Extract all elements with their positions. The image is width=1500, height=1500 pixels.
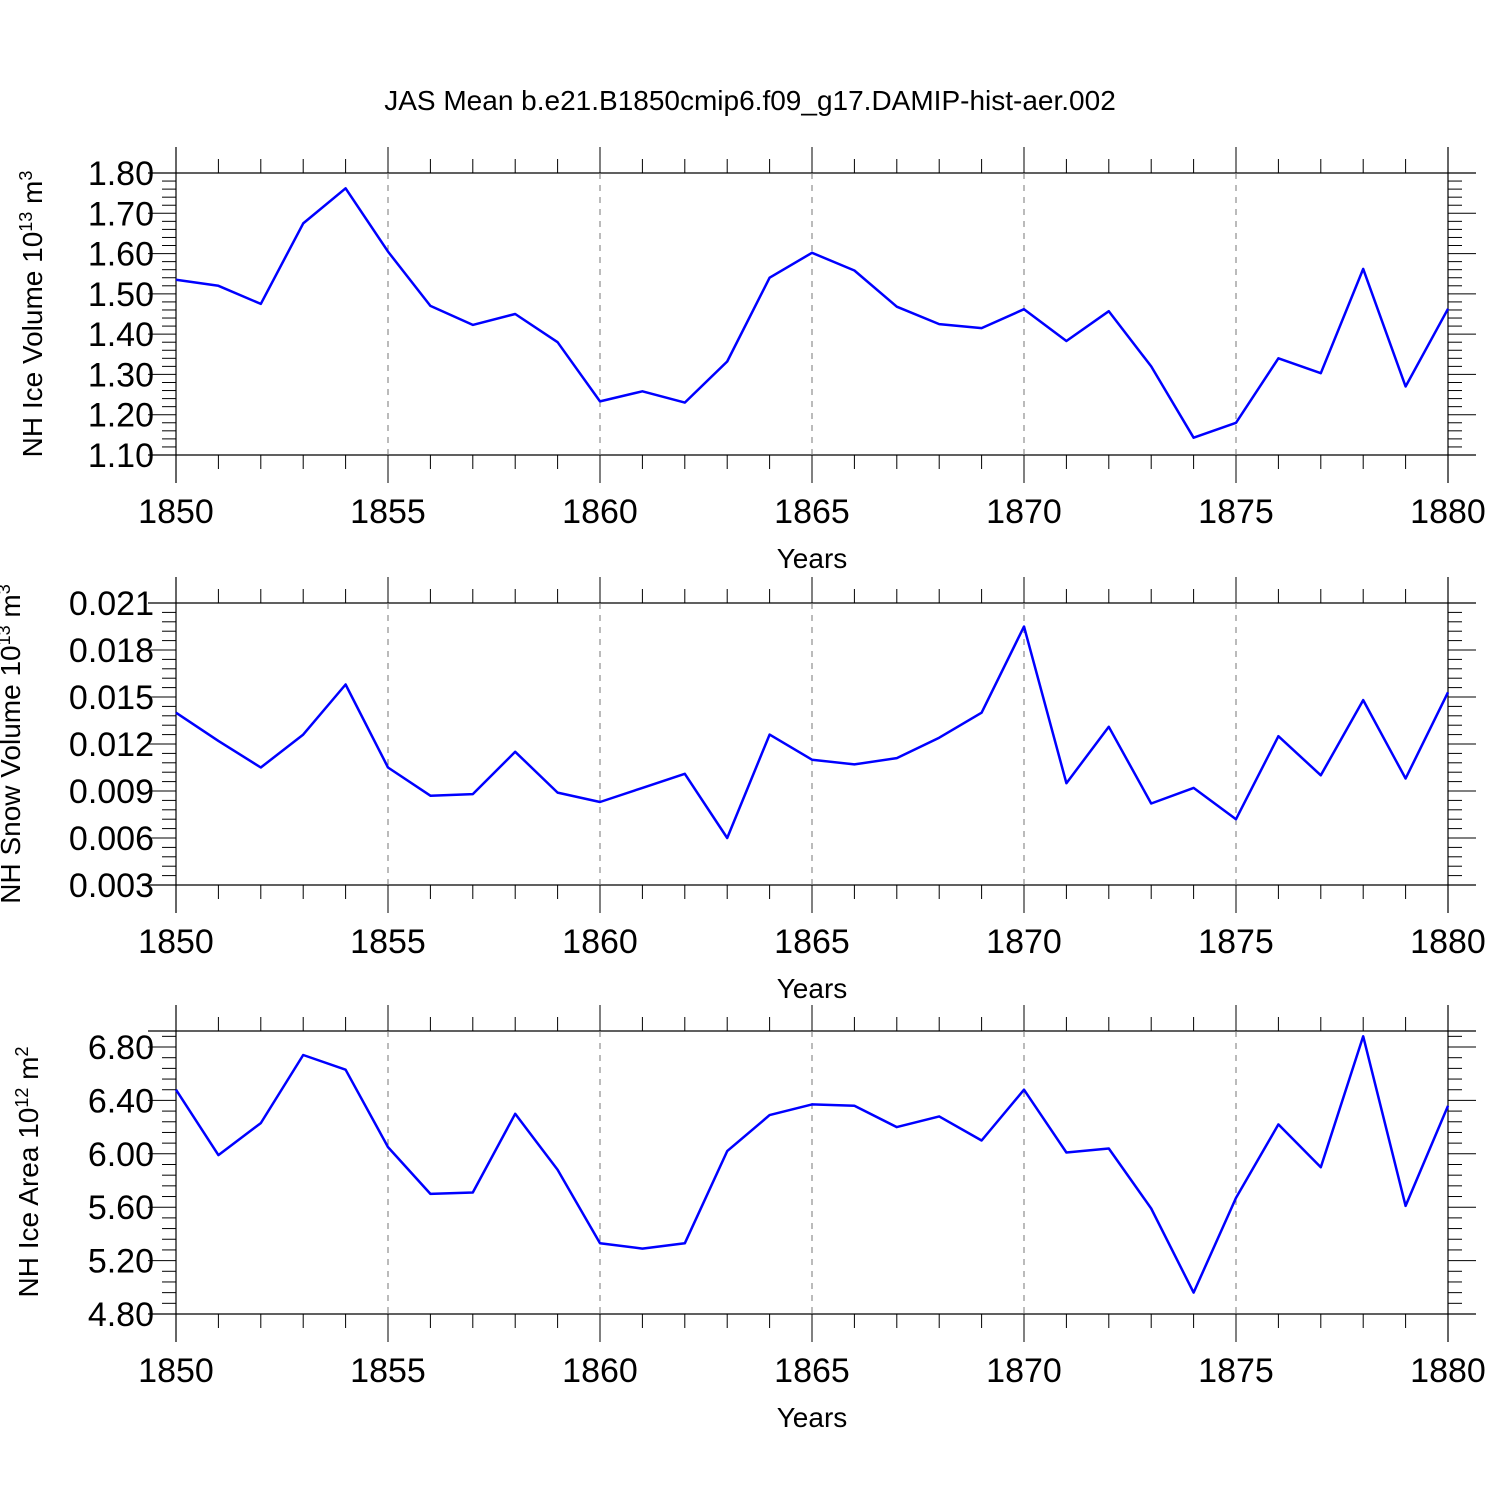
x-tick-label: 1865 (774, 923, 850, 961)
y-tick-label: 0.021 (69, 585, 154, 623)
y-tick-label: 0.012 (69, 726, 154, 764)
y-tick-label: 0.006 (69, 820, 154, 858)
y-tick-label: 0.003 (69, 867, 154, 905)
y-tick-label: 0.018 (69, 632, 154, 670)
chart-panels: 1850 1855 1860 1865 1870 1875 1880 Years 1.101.2… (0, 147, 1486, 1433)
x-tick-label: 1875 (1198, 1352, 1274, 1390)
y-tick-label: 5.20 (88, 1243, 154, 1281)
y-axis-title: NH Ice Volume 1013 m3 (16, 171, 48, 458)
chart-panel-1: 1850 1855 1860 1865 1870 1875 1880 Years 1.101.2… (16, 147, 1486, 574)
x-axis-title: Years (777, 973, 848, 1004)
x-tick-label: 1850 (138, 923, 214, 961)
x-tick-label: 1880 (1410, 493, 1486, 531)
y-tick-label: 1.20 (88, 397, 154, 435)
x-axis-title: Years (777, 1402, 848, 1433)
y-tick-label: 4.80 (88, 1296, 154, 1334)
x-tick-label: 1870 (986, 1352, 1062, 1390)
y-axis-title-text: m (0, 594, 26, 625)
y-axis-title-text: NH Ice Area 10 (13, 1108, 44, 1298)
y-axis-title-exponent: 2 (12, 1046, 32, 1056)
y-axis-title: NH Snow Volume 1013 m3 (0, 584, 26, 904)
x-tick-label: 1870 (986, 923, 1062, 961)
x-tick-label: 1855 (350, 923, 426, 961)
x-tick-label: 1860 (562, 923, 638, 961)
y-axis-title-text: NH Ice Volume 10 (17, 232, 48, 458)
x-tick-label: 1880 (1410, 1352, 1486, 1390)
chart-panel-3: 1850 1855 1860 1865 1870 1875 1880 Years 4.80 5.2… (12, 1005, 1486, 1433)
y-axis-title-exponent: 12 (12, 1088, 32, 1108)
x-tick-label: 1850 (138, 493, 214, 531)
x-tick-label: 1855 (350, 493, 426, 531)
y-tick-label: 0.009 (69, 773, 154, 811)
chart-panel-2: 1850 1855 1860 1865 1870 1875 1880 Years 0.003 0.… (0, 577, 1486, 1004)
x-tick-label: 1865 (774, 493, 850, 531)
y-axis-title: NH Ice Area 1012 m2 (12, 1046, 44, 1297)
x-tick-label: 1850 (138, 1352, 214, 1390)
x-tick-label: 1865 (774, 1352, 850, 1390)
y-tick-label: 5.60 (88, 1189, 154, 1227)
y-tick-label: 1.50 (88, 276, 154, 314)
y-tick-label: 1.10 (88, 437, 154, 475)
x-tick-label: 1880 (1410, 923, 1486, 961)
y-axis-title-text: NH Snow Volume 10 (0, 645, 26, 903)
y-tick-label: 0.015 (69, 679, 154, 717)
x-tick-label: 1860 (562, 1352, 638, 1390)
y-tick-label: 1.60 (88, 236, 154, 274)
y-tick-label: 1.80 (88, 155, 154, 193)
x-tick-label: 1860 (562, 493, 638, 531)
y-axis-title-exponent: 13 (16, 212, 36, 232)
x-tick-label: 1855 (350, 1352, 426, 1390)
x-axis-title: Years (777, 543, 848, 574)
y-axis-title-text: m (17, 181, 48, 212)
x-tick-label: 1875 (1198, 493, 1274, 531)
y-tick-label: 6.80 (88, 1029, 154, 1067)
y-axis-title-exponent: 3 (0, 584, 14, 594)
y-tick-label: 6.40 (88, 1082, 154, 1120)
y-axis-title-text: m (13, 1057, 44, 1088)
series-line (175, 625, 1450, 840)
y-axis-title-exponent: 3 (16, 171, 36, 181)
y-tick-label: 6.00 (88, 1136, 154, 1174)
y-axis-title-exponent: 13 (0, 625, 14, 645)
y-tick-label: 1.70 (88, 195, 154, 233)
y-tick-label: 1.30 (88, 356, 154, 394)
x-tick-label: 1870 (986, 493, 1062, 531)
figure-title: JAS Mean b.e21.B1850cmip6.f09_g17.DAMIP-… (384, 85, 1116, 116)
y-tick-label: 1.40 (88, 316, 154, 354)
x-tick-label: 1875 (1198, 923, 1274, 961)
